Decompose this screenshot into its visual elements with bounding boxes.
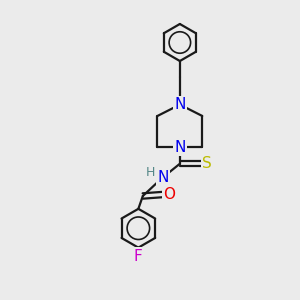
Text: N: N <box>157 170 169 185</box>
Text: F: F <box>134 248 143 263</box>
Text: N: N <box>174 140 185 155</box>
Text: O: O <box>163 187 175 202</box>
Text: H: H <box>146 166 156 178</box>
Text: N: N <box>174 97 185 112</box>
Text: S: S <box>202 156 212 171</box>
